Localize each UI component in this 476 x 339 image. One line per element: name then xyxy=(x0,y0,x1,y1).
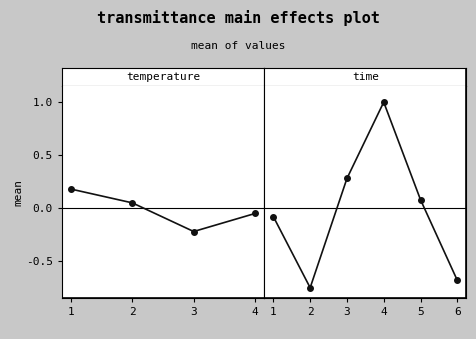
Text: time: time xyxy=(352,72,379,82)
Text: transmittance main effects plot: transmittance main effects plot xyxy=(97,10,379,26)
Text: mean of values: mean of values xyxy=(191,41,285,51)
Y-axis label: mean: mean xyxy=(13,179,23,206)
Text: temperature: temperature xyxy=(126,72,200,82)
